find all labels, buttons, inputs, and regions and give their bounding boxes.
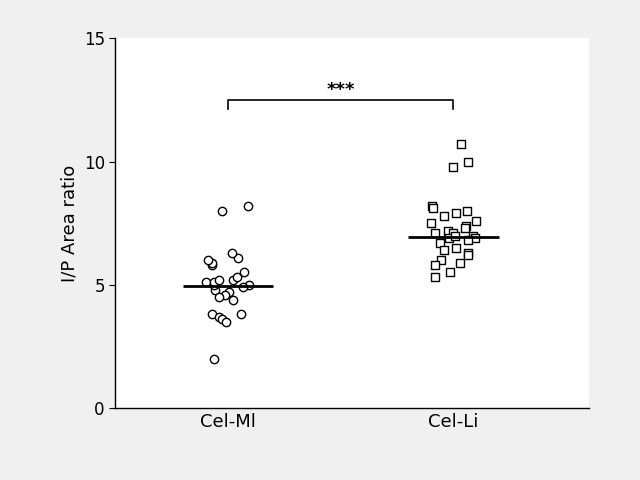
Point [209,278,219,286]
Point [428,202,438,210]
Point [470,217,481,225]
Point [207,261,218,269]
Point [455,259,465,266]
Point [228,296,238,303]
Point [463,249,473,257]
Point [449,232,460,240]
Point [210,286,220,294]
Point [430,261,440,269]
Point [463,252,474,259]
Point [227,249,237,257]
Point [234,254,244,262]
Point [461,222,471,229]
Point [203,256,213,264]
Point [444,269,454,276]
Point [232,274,243,281]
Point [462,207,472,215]
Point [207,259,218,266]
Point [217,315,227,323]
Point [209,355,220,362]
Text: ***: *** [326,81,355,99]
Point [236,311,246,318]
Point [220,291,230,299]
Point [213,293,223,301]
Point [444,234,454,242]
Point [463,158,474,166]
Point [428,204,438,212]
Point [435,239,445,247]
Point [430,229,440,237]
Point [238,283,248,291]
Point [227,276,237,284]
Point [244,281,254,288]
Point [451,209,461,217]
Point [460,224,470,232]
Y-axis label: I/P Area ratio: I/P Area ratio [60,165,78,282]
Point [201,278,211,286]
Point [451,244,461,252]
Point [470,234,480,242]
Point [468,232,478,240]
Point [207,311,217,318]
Point [224,288,234,296]
Point [209,281,219,288]
Point [217,207,227,215]
Point [214,276,224,284]
Point [439,212,449,220]
Point [463,237,473,244]
Point [239,269,250,276]
Point [448,163,458,170]
Point [221,318,231,325]
Point [243,202,253,210]
Point [439,246,449,254]
Point [443,227,453,234]
Point [430,274,440,281]
Point [456,141,467,148]
Point [448,229,458,237]
Point [214,313,224,321]
Point [436,256,446,264]
Point [426,219,436,227]
